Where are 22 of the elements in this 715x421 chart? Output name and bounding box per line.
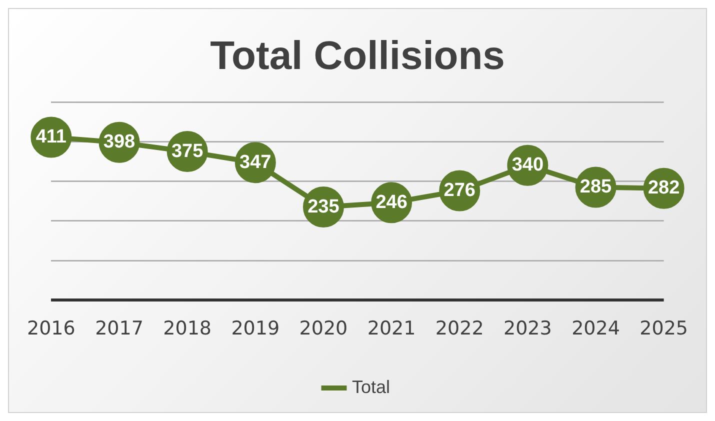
x-tick-label: 2020: [299, 318, 348, 340]
data-label: 235: [308, 196, 340, 218]
data-label: 282: [648, 178, 680, 199]
data-label: 375: [171, 140, 204, 162]
legend-label: Total: [352, 376, 390, 397]
x-tick-label: 2021: [367, 318, 416, 340]
chart-title: Total Collisions: [210, 34, 505, 78]
data-label: 340: [512, 154, 544, 176]
x-tick-label: 2022: [435, 318, 484, 340]
x-tick-label: 2023: [504, 318, 552, 340]
data-label: 276: [444, 180, 476, 202]
x-tick-label: 2018: [163, 318, 212, 340]
x-tick-label: 2017: [95, 318, 144, 340]
x-tick-label: 2024: [572, 318, 620, 340]
x-tick-label: 2016: [26, 318, 76, 340]
data-label: 398: [103, 132, 136, 153]
x-tick-label: 2019: [231, 318, 280, 340]
data-label: 347: [240, 152, 272, 173]
data-label: 246: [376, 192, 408, 213]
data-label: 411: [36, 126, 67, 148]
data-label: 285: [580, 176, 612, 198]
x-tick-label: 2025: [640, 318, 688, 340]
